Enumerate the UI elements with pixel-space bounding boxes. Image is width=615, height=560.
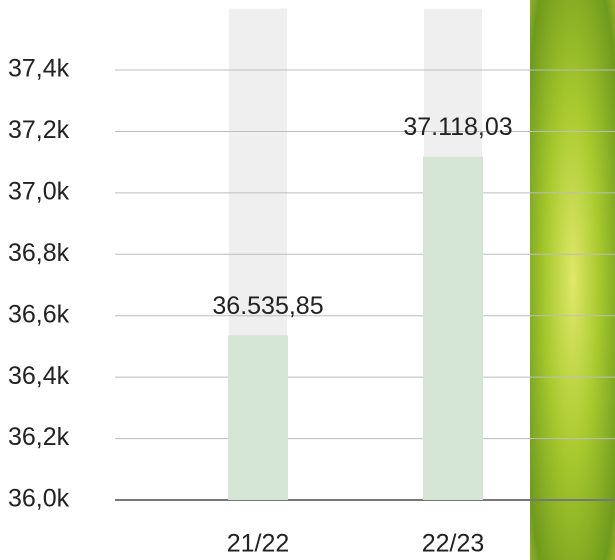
y-tick-label: 36,6k (8, 300, 70, 328)
bar (423, 157, 483, 500)
y-tick-label: 36,4k (8, 362, 70, 390)
y-tick-label: 37,0k (8, 177, 70, 205)
y-tick-label: 37,2k (8, 116, 70, 144)
y-tick-label: 36,2k (8, 423, 70, 451)
x-tick-label: 21/22 (227, 530, 290, 558)
background-photo (530, 0, 615, 560)
y-tick-label: 36,0k (8, 485, 70, 513)
bar (228, 335, 288, 500)
value-label: 37.118,03 (403, 113, 512, 141)
value-label: 36.535,85 (212, 292, 323, 320)
page: {"chart_data": {"type": "bar", "categori… (0, 0, 615, 560)
y-tick-label: 36,8k (8, 239, 70, 267)
chart: 36,0k 36,2k 36,4k 36,6k 36,8k 37,0k 37,2k 37,4k… (0, 0, 615, 560)
y-tick-label: 37,4k (8, 55, 70, 83)
x-tick-label: 22/23 (422, 530, 485, 558)
